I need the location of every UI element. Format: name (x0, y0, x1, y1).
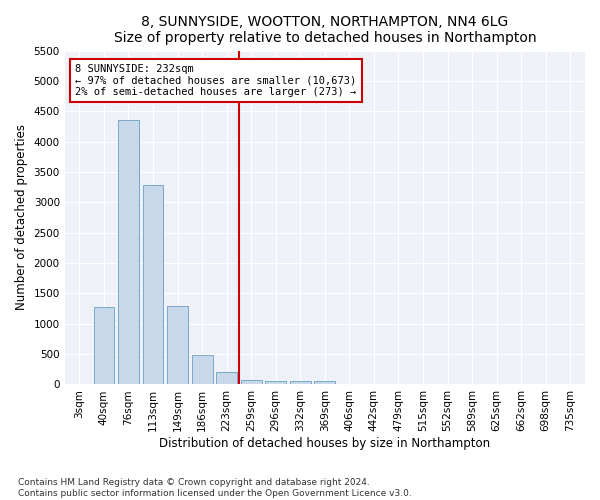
Bar (314, 382, 335, 384)
Bar (94, 308, 115, 384)
Bar (241, 380, 262, 384)
Bar (118, 120, 139, 384)
Bar (167, 306, 188, 384)
Bar (191, 354, 212, 384)
X-axis label: Distribution of detached houses by size in Northampton: Distribution of detached houses by size … (159, 437, 490, 450)
Title: 8, SUNNYSIDE, WOOTTON, NORTHAMPTON, NN4 6LG
Size of property relative to detache: 8, SUNNYSIDE, WOOTTON, NORTHAMPTON, NN4 … (113, 15, 536, 45)
Bar (143, 184, 163, 384)
Bar (290, 382, 311, 384)
Bar (265, 381, 286, 384)
Text: Contains HM Land Registry data © Crown copyright and database right 2024.
Contai: Contains HM Land Registry data © Crown c… (18, 478, 412, 498)
Y-axis label: Number of detached properties: Number of detached properties (15, 124, 28, 310)
Bar (216, 372, 237, 384)
Text: 8 SUNNYSIDE: 232sqm
← 97% of detached houses are smaller (10,673)
2% of semi-det: 8 SUNNYSIDE: 232sqm ← 97% of detached ho… (75, 64, 356, 97)
